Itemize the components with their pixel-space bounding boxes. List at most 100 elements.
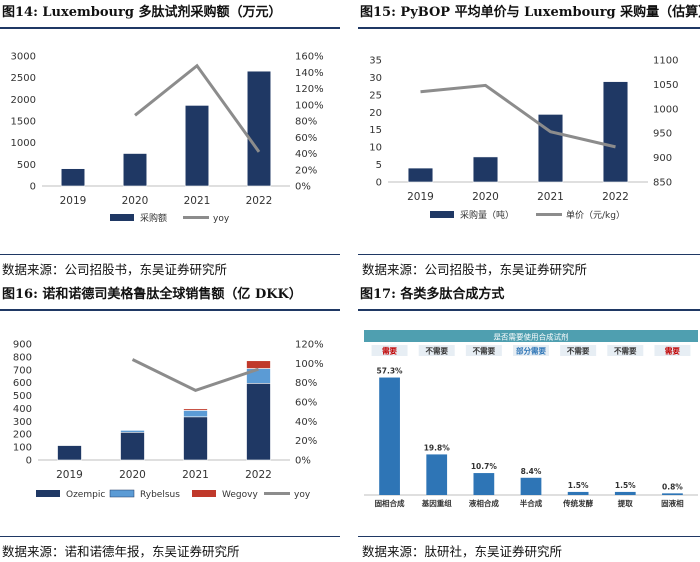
line-series xyxy=(134,63,261,153)
y2-tick-label: 20% xyxy=(295,165,317,176)
y-tick-label: 2000 xyxy=(11,95,36,106)
data-label: 0.8% xyxy=(662,482,683,491)
y-tick-label: 700 xyxy=(13,365,32,376)
y-tick-label: 200 xyxy=(13,430,32,441)
y2-tick-label: 60% xyxy=(295,133,317,144)
need-label-bg xyxy=(560,345,597,356)
y2-tick-label: 100% xyxy=(295,359,324,370)
legend-label: Rybelsus xyxy=(140,490,180,500)
line-series xyxy=(420,83,616,149)
line-series xyxy=(131,358,259,393)
bar-固相合成 xyxy=(379,377,400,495)
y-tick-label: 15 xyxy=(369,125,382,136)
banner-label: 是否需要使用合成试剂 xyxy=(494,332,569,342)
y2-tick-label: 40% xyxy=(295,417,317,428)
y-tick-label: 1000 xyxy=(11,138,36,149)
bar--2022 xyxy=(246,70,272,187)
need-label: 不需要 xyxy=(473,346,496,356)
fig15-chart: 0 5 10 15 20 25 30 35 850 900 950 1000 1050 1100 2019 2… xyxy=(369,56,678,222)
need-label-bg xyxy=(513,345,549,356)
x-tick-label: 传统发酵 xyxy=(562,498,593,508)
need-label-bg xyxy=(418,345,455,356)
bar-wegovy-2022 xyxy=(246,360,271,369)
y2-tick-label: 80% xyxy=(295,378,317,389)
fig16-source: 数据来源：诺和诺德年报，东吴证券研究所 xyxy=(2,544,240,559)
legend-label: 采购额 xyxy=(140,212,167,224)
y-tick-label: 25 xyxy=(369,90,382,101)
need-label-bg xyxy=(371,345,408,356)
fig17-source-rule xyxy=(358,536,700,537)
y2-tick-label: 40% xyxy=(295,149,317,160)
bar-ozempic-2019 xyxy=(57,445,82,461)
legend-label: 采购量（吨） xyxy=(460,209,514,221)
y2-tick-label: 120% xyxy=(295,340,324,351)
need-label-bg xyxy=(465,345,502,356)
fig17-title-rule xyxy=(358,309,700,311)
legend-label: Ozempic xyxy=(66,490,105,500)
fig15-title-rule xyxy=(358,27,700,29)
y-tick-label: 3000 xyxy=(11,52,36,63)
y-tick-label: 1500 xyxy=(11,117,36,128)
bar--2021 xyxy=(184,105,210,187)
y-tick-label: 400 xyxy=(13,404,32,415)
x-tick-label: 2020 xyxy=(119,469,146,481)
bar-ozempic-2020 xyxy=(120,431,145,461)
x-tick-label: 2021 xyxy=(184,195,211,207)
y2-tick-label: 120% xyxy=(295,84,324,95)
need-label: 需要 xyxy=(665,346,680,356)
bar-rybelsus-2020 xyxy=(120,430,145,433)
y-tick-label: 20 xyxy=(369,108,382,119)
x-tick-label: 2020 xyxy=(122,195,149,207)
fig14-title: 图14: Luxembourg 多肽试剂采购额（万元） xyxy=(2,5,282,20)
fig14-source-rule xyxy=(0,254,340,255)
bar--2022 xyxy=(602,81,629,183)
y-tick-label: 900 xyxy=(13,340,32,351)
x-tick-label: 固液相 xyxy=(661,498,684,508)
y-tick-label: 0 xyxy=(30,182,36,193)
data-label: 1.5% xyxy=(568,481,589,490)
bar--2020 xyxy=(122,153,148,187)
y-tick-label: 2500 xyxy=(11,73,36,84)
need-label: 不需要 xyxy=(567,346,590,356)
need-label: 不需要 xyxy=(425,346,448,356)
y2-tick-label: 140% xyxy=(295,68,324,79)
y2-tick-label: 950 xyxy=(653,129,672,140)
need-label-bg xyxy=(654,345,691,356)
bar--2020 xyxy=(472,156,499,183)
x-tick-label: 2019 xyxy=(56,469,83,481)
fig16-title: 图16: 诺和诺德司美格鲁肽全球销售额（亿 DKK） xyxy=(2,287,302,302)
y-tick-label: 500 xyxy=(17,160,36,171)
y2-tick-label: 900 xyxy=(653,153,672,164)
bar-基因重组 xyxy=(426,454,448,495)
legend-swatch xyxy=(109,489,135,498)
y2-tick-label: 850 xyxy=(653,178,672,189)
y-tick-label: 10 xyxy=(369,143,382,154)
legend-swatch xyxy=(430,211,454,218)
fig14-chart: 0 500 1000 1500 2000 2500 3000 0% 20% 40% 60% 80% 10… xyxy=(11,52,324,225)
x-tick-label: 2022 xyxy=(245,469,272,481)
y2-tick-label: 100% xyxy=(295,100,324,111)
x-tick-label: 提取 xyxy=(618,498,633,508)
bar-传统发酵 xyxy=(567,491,589,495)
fig16-source-rule xyxy=(0,536,340,537)
legend-label: Wegovy xyxy=(222,490,258,500)
y2-tick-label: 160% xyxy=(295,52,324,63)
y-tick-label: 0 xyxy=(376,178,382,189)
data-label: 19.8% xyxy=(424,443,451,452)
y2-tick-label: 60% xyxy=(295,398,317,409)
x-tick-label: 2019 xyxy=(60,195,87,207)
y2-tick-label: 1050 xyxy=(653,80,678,91)
y2-tick-label: 1100 xyxy=(653,56,678,67)
fig15-source-rule xyxy=(358,254,700,255)
y-tick-label: 800 xyxy=(13,352,32,363)
bar-ozempic-2022 xyxy=(246,383,271,461)
y-tick-label: 30 xyxy=(369,73,382,84)
bar--2019 xyxy=(60,168,86,187)
data-label: 10.7% xyxy=(471,462,498,471)
legend-label: 单价（元/kg） xyxy=(566,209,625,221)
y-tick-label: 600 xyxy=(13,378,32,389)
y-tick-label: 500 xyxy=(13,391,32,402)
x-tick-label: 2022 xyxy=(246,195,273,207)
